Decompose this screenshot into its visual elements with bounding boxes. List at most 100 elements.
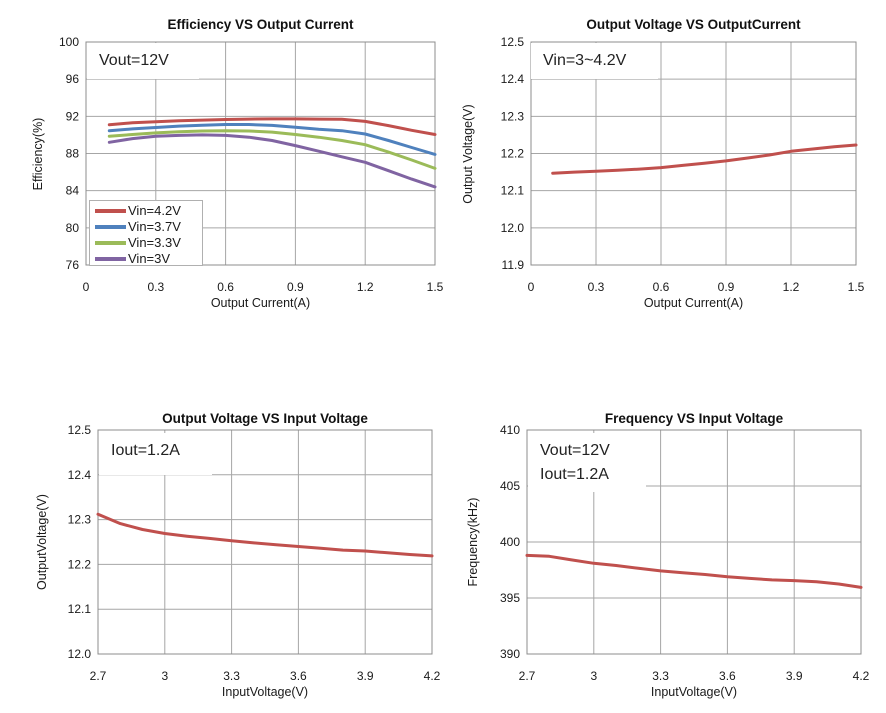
y-tick-label: 88 xyxy=(66,147,80,161)
annotation-text: Iout=1.2A xyxy=(540,466,609,483)
series-line-Vin-3V xyxy=(107,133,437,189)
chart-frequency-vs-input-voltage: 2.7 3 3.3 3.6 3.9 4.2 390 395 400 405 410 Frequenc… xyxy=(443,390,886,713)
y-tick-label: 100 xyxy=(59,35,79,49)
plot-border xyxy=(530,41,857,266)
y-tick-label: 12.5 xyxy=(501,35,525,49)
x-tick-label: 0.6 xyxy=(653,280,670,294)
x-tick-label: 3 xyxy=(161,669,168,683)
y-tick-label: 12.0 xyxy=(501,221,525,235)
plot-border xyxy=(97,429,433,655)
x-tick-label: 0.9 xyxy=(287,280,304,294)
x-axis-label: Output Current(A) xyxy=(210,296,311,310)
x-tick-label: 3.9 xyxy=(357,669,374,683)
legend-label: Vin=3V xyxy=(128,251,171,266)
series-line-Vin-3.3V xyxy=(107,129,437,170)
y-tick-label: 76 xyxy=(66,258,80,272)
series-line-Output-Voltage xyxy=(96,512,434,558)
annotation-text: Vout=12V xyxy=(99,52,169,69)
y-tick-label: 96 xyxy=(66,72,80,86)
y-tick-label: 12.4 xyxy=(501,72,525,86)
legend-line-sample xyxy=(95,209,126,213)
plot-area-freq-vs-vin: 2.7 3 3.3 3.6 3.9 4.2 390 395 400 405 410 xyxy=(500,423,870,683)
chart-output-voltage-vs-input-voltage: 2.7 3 3.3 3.6 3.9 4.2 12.0 12.1 12.2 12.3 12.4 12.5… xyxy=(0,390,443,713)
annotation-box: Vin=3~4.2V xyxy=(531,43,658,79)
y-tick-label: 11.9 xyxy=(502,258,525,272)
x-tick-label: 1.5 xyxy=(848,280,865,294)
legend-item: Vin=4.2V xyxy=(90,203,202,219)
y-axis-label: Frequency(kHz) xyxy=(466,497,480,587)
legend-label: Vin=4.2V xyxy=(128,203,181,218)
y-tick-label: 12.2 xyxy=(501,147,525,161)
y-tick-label: 12.2 xyxy=(68,557,92,571)
y-tick-label: 12.1 xyxy=(501,184,525,198)
y-axis-label: Output Voltage(V) xyxy=(461,103,475,204)
legend-item: Vin=3.3V xyxy=(90,235,202,251)
y-tick-label: 395 xyxy=(500,591,520,605)
x-tick-label: 4.2 xyxy=(853,669,870,683)
plot-area-vout-vs-vin: 2.7 3 3.3 3.6 3.9 4.2 12.0 12.1 12.2 12.3 12.4 12.5 xyxy=(68,423,441,683)
series-line-Frequency xyxy=(525,553,863,589)
y-tick-label: 92 xyxy=(66,109,80,123)
y-tick-label: 405 xyxy=(500,479,520,493)
series-line-Output-Voltage xyxy=(551,143,858,175)
x-tick-label: 3.3 xyxy=(223,669,240,683)
x-tick-label: 0 xyxy=(83,280,90,294)
x-tick-label: 3.6 xyxy=(290,669,307,683)
y-tick-label: 12.5 xyxy=(68,423,92,437)
y-axis-label: Efficiency(%) xyxy=(31,117,45,190)
x-tick-label: 0 xyxy=(528,280,535,294)
legend-line-sample xyxy=(95,257,126,261)
legend-label: Vin=3.7V xyxy=(128,219,181,234)
x-tick-label: 3.6 xyxy=(719,669,736,683)
x-tick-label: 2.7 xyxy=(519,669,536,683)
x-axis-label: InputVoltage(V) xyxy=(650,685,738,699)
x-tick-label: 3.9 xyxy=(786,669,803,683)
chart-title: Frequency VS Input Voltage xyxy=(604,411,784,426)
annotation-text: Iout=1.2A xyxy=(111,442,180,459)
annotation-text: Vout=12V xyxy=(540,442,610,459)
x-tick-label: 2.7 xyxy=(90,669,107,683)
chart-title: Efficiency VS Output Current xyxy=(167,17,354,32)
annotation-text: Vin=3~4.2V xyxy=(543,52,627,69)
y-tick-label: 84 xyxy=(66,184,80,198)
annotation-box: Iout=1.2A xyxy=(99,433,212,475)
x-tick-label: 0.6 xyxy=(217,280,234,294)
legend-item: Vin=3.7V xyxy=(90,219,202,235)
x-tick-label: 0.9 xyxy=(718,280,735,294)
annotation-box: Vout=12V Iout=1.2A xyxy=(528,433,646,492)
chart-efficiency-vs-output-current: 0 0.3 0.6 0.9 1.2 1.5 76 80 84 88 92 96 100 Efficien… xyxy=(0,0,443,340)
x-tick-label: 1.5 xyxy=(427,280,443,294)
legend-line-sample xyxy=(95,241,126,245)
x-axis-label: InputVoltage(V) xyxy=(221,685,309,699)
x-tick-label: 0.3 xyxy=(147,280,164,294)
series-line-Vin-3.7V xyxy=(107,123,437,156)
chart-output-voltage-vs-output-current: 0 0.3 0.6 0.9 1.2 1.5 11.9 12.0 12.1 12.2 12.3 12.4… xyxy=(443,0,886,340)
y-tick-label: 12.4 xyxy=(68,468,92,482)
legend-line-sample xyxy=(95,225,126,229)
legend: Vin=4.2V Vin=3.7V Vin=3.3V Vin=3V xyxy=(89,200,203,266)
y-tick-label: 410 xyxy=(500,423,520,437)
y-axis-label: OutputVoltage(V) xyxy=(35,494,49,590)
x-tick-label: 0.3 xyxy=(588,280,605,294)
y-tick-label: 400 xyxy=(500,535,520,549)
x-axis-label: Output Current(A) xyxy=(643,296,744,310)
x-tick-label: 4.2 xyxy=(424,669,441,683)
y-tick-label: 390 xyxy=(500,647,520,661)
legend-item: Vin=3V xyxy=(90,251,202,267)
x-tick-label: 3 xyxy=(590,669,597,683)
annotation-box: Vout=12V xyxy=(87,43,199,79)
x-tick-label: 3.3 xyxy=(652,669,669,683)
chart-title: Output Voltage VS Input Voltage xyxy=(162,411,368,426)
x-tick-label: 1.2 xyxy=(783,280,800,294)
plot-border xyxy=(526,429,862,655)
x-tick-label: 1.2 xyxy=(357,280,374,294)
chart-title: Output Voltage VS OutputCurrent xyxy=(586,17,801,32)
y-tick-label: 12.3 xyxy=(501,109,525,123)
legend-label: Vin=3.3V xyxy=(128,235,181,250)
series-line-Vin-4.2V xyxy=(107,117,437,136)
plot-area-vout-vs-iout: 0 0.3 0.6 0.9 1.2 1.5 11.9 12.0 12.1 12.2 12.3 12.4… xyxy=(501,35,865,294)
y-tick-label: 12.0 xyxy=(68,647,92,661)
y-tick-label: 80 xyxy=(66,221,80,235)
plot-area-efficiency: 0 0.3 0.6 0.9 1.2 1.5 76 80 84 88 92 96 100 xyxy=(59,35,443,294)
